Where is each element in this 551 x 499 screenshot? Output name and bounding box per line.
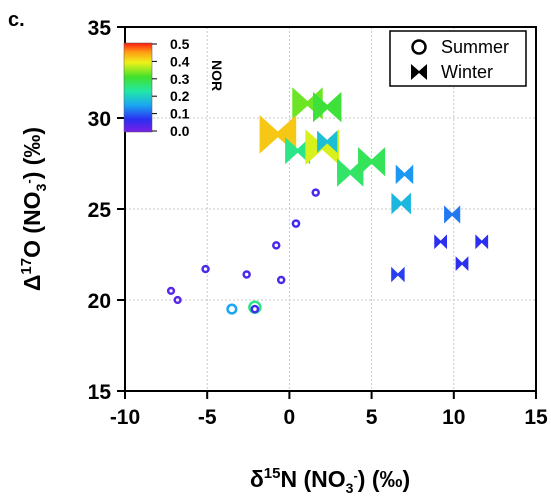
summer-point <box>291 219 301 228</box>
summer-point <box>166 286 176 296</box>
summer-point <box>276 275 286 285</box>
legend-winter-marker <box>411 64 427 80</box>
summer-point <box>226 303 238 315</box>
winter-point <box>455 256 469 271</box>
y-tick-label: 15 <box>88 381 112 404</box>
y-axis-title: Δ17O (NO3-) (‰) <box>18 127 49 291</box>
y-tick-label: 25 <box>88 199 112 222</box>
x-tick-label: -5 <box>198 406 217 429</box>
y-tick-label: 30 <box>88 108 111 131</box>
y-tick-label: 20 <box>88 290 111 313</box>
x-tick-label: 5 <box>366 406 378 429</box>
colorbar-tick-label: 0.3 <box>170 71 190 87</box>
summer-point <box>311 188 320 197</box>
x-axis: -10 -5 0 5 10 15 <box>110 391 548 429</box>
legend-winter-label: Winter <box>441 62 493 82</box>
colorbar-ticks: 0.50.4 0.30.2 0.10.0 <box>152 36 190 139</box>
summer-point <box>242 270 251 279</box>
summer-point <box>201 264 210 274</box>
colorbar-tick-label: 0.5 <box>170 36 190 52</box>
colorbar-title: NOR <box>209 60 225 91</box>
panel-label: c. <box>8 9 25 31</box>
summer-point <box>250 304 260 314</box>
winter-point <box>313 91 342 123</box>
x-tick-label: -10 <box>110 406 140 429</box>
winter-point <box>285 137 311 165</box>
x-tick-label: 0 <box>284 406 296 429</box>
summer-point <box>173 295 182 305</box>
legend-summer-label: Summer <box>441 37 509 57</box>
data-markers <box>166 87 489 315</box>
winter-point <box>391 192 411 215</box>
colorbar-tick-label: 0.0 <box>170 123 190 139</box>
winter-point <box>317 130 338 153</box>
y-tick-label: 35 <box>88 17 112 40</box>
winter-point <box>337 158 364 187</box>
winter-point <box>444 205 461 224</box>
summer-point <box>272 241 281 250</box>
winter-point <box>395 164 414 185</box>
winter-point <box>475 234 489 250</box>
x-tick-label: 15 <box>524 406 548 429</box>
x-axis-title: δ15N (NO3-) (‰) <box>250 465 410 496</box>
winter-point <box>434 234 448 250</box>
legend: Summer Winter <box>389 30 527 87</box>
x-tick-label: 10 <box>442 406 465 429</box>
colorbar <box>123 42 153 133</box>
winter-point <box>358 147 386 177</box>
winter-point <box>391 266 405 283</box>
colorbar-tick-label: 0.4 <box>170 53 190 69</box>
legend-summer-marker <box>411 39 427 55</box>
colorbar-tick-label: 0.2 <box>170 88 190 104</box>
colorbar-tick-label: 0.1 <box>170 106 190 122</box>
y-axis: 15 20 25 30 35 <box>88 17 125 404</box>
